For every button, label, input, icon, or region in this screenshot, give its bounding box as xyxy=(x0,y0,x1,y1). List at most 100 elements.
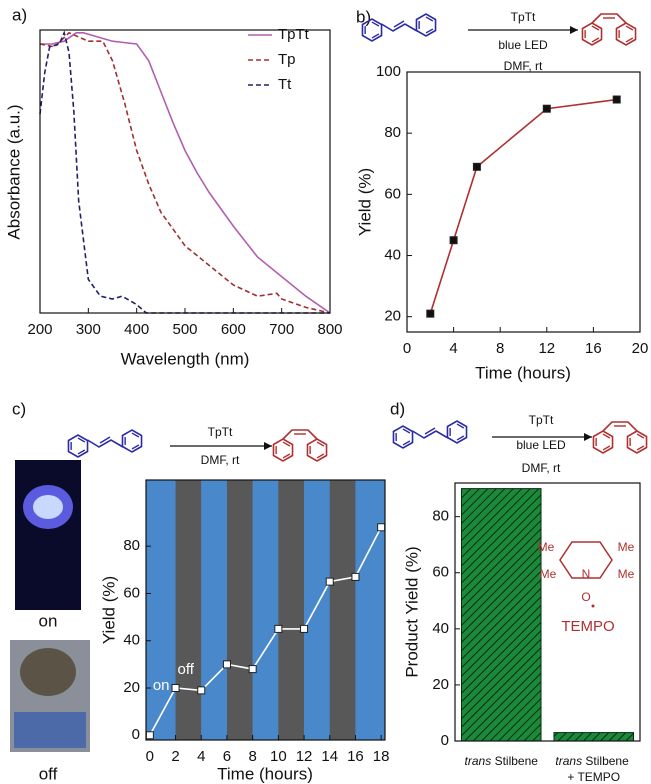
plot-frame xyxy=(454,482,641,742)
y-tick-label: 80 xyxy=(432,508,449,525)
data-line xyxy=(39,30,330,314)
x-tick-label: 4 xyxy=(197,748,205,765)
data-line xyxy=(39,31,331,314)
benzene-ring xyxy=(615,22,637,46)
tempo-ring xyxy=(559,541,613,579)
radical-dot xyxy=(591,604,595,608)
double-bond xyxy=(636,445,645,451)
panel-label: a) xyxy=(12,5,27,24)
legend-label: TpTt xyxy=(278,26,310,43)
x-tick-label: 300 xyxy=(76,321,101,338)
reaction-condition: TpTt xyxy=(511,10,536,24)
reaction-condition: blue LED xyxy=(498,38,548,52)
y-tick-label: 20 xyxy=(432,676,449,693)
x-axis-title: Time (hours) xyxy=(475,363,571,382)
x-tick-label: 6 xyxy=(223,748,231,765)
x-tick-label: 10 xyxy=(270,748,287,765)
double-bond xyxy=(131,432,140,438)
panel-label: c) xyxy=(12,399,26,418)
y-tick-label: 0 xyxy=(441,732,449,749)
double-bond xyxy=(625,37,634,43)
benzene-ring xyxy=(581,22,603,46)
double-bond xyxy=(282,441,291,447)
x-tick-label: 0 xyxy=(146,748,154,765)
data-point xyxy=(197,686,206,695)
y-tick-label: 40 xyxy=(123,632,140,649)
data-point xyxy=(377,523,386,532)
double-bond xyxy=(131,444,140,450)
y-tick-label: 20 xyxy=(384,308,401,325)
benzene-ring xyxy=(592,430,614,454)
bar xyxy=(553,732,635,742)
data-point xyxy=(248,665,257,674)
x-tick-label: trans Stilbene + TEMPO xyxy=(555,754,632,784)
data-point xyxy=(472,162,481,171)
structure-label: O xyxy=(581,590,590,604)
y-tick-label: 20 xyxy=(123,679,140,696)
reaction-condition: DMF, rt xyxy=(522,461,561,475)
double-bond xyxy=(636,433,645,439)
photo-stirrer xyxy=(14,712,86,748)
double-bond xyxy=(602,445,611,451)
arrow-head xyxy=(570,26,578,34)
x-axis-title: Time (hours) xyxy=(217,764,313,783)
photo-vial xyxy=(20,648,76,696)
data-point xyxy=(325,577,334,586)
light-off-band xyxy=(226,480,253,740)
data-point xyxy=(222,660,231,669)
x-tick-label: 200 xyxy=(27,321,52,338)
y-tick-label: 60 xyxy=(384,185,401,202)
reaction-condition: DMF, rt xyxy=(504,59,543,73)
light-on-band xyxy=(201,480,227,740)
x-tick-label: 12 xyxy=(538,340,555,357)
y-tick-label: 60 xyxy=(432,564,449,581)
x-tick-label: 12 xyxy=(296,748,313,765)
alkene xyxy=(591,13,627,24)
double-bond xyxy=(402,440,411,446)
structure-label: N xyxy=(582,567,591,581)
alkene-double xyxy=(99,436,111,444)
x-tick-label: 16 xyxy=(585,340,602,357)
benzene-ring xyxy=(306,438,328,462)
data-point xyxy=(171,684,180,692)
annotation: off xyxy=(178,661,195,678)
y-tick-label: 100 xyxy=(376,63,401,80)
benzene-ring xyxy=(626,430,648,454)
double-bond xyxy=(456,435,465,441)
structure-label: Me xyxy=(540,567,557,581)
plot-frame xyxy=(39,29,331,314)
structure-label: TEMPO xyxy=(561,618,614,635)
double-bond xyxy=(602,433,611,439)
reaction-condition: blue LED xyxy=(516,438,566,452)
double-bond xyxy=(456,423,465,429)
panel-label: d) xyxy=(390,399,405,418)
double-bond xyxy=(591,37,600,43)
double-bond xyxy=(77,449,86,455)
double-bond xyxy=(316,441,325,447)
data-line xyxy=(429,98,617,314)
alkene-double xyxy=(424,427,436,435)
x-tick-label: 700 xyxy=(269,321,294,338)
plot-frame xyxy=(406,71,641,333)
y-tick-label: 80 xyxy=(384,124,401,141)
structure-label: Me xyxy=(618,567,635,581)
light-on-band xyxy=(304,480,330,740)
double-bond xyxy=(425,28,434,34)
double-bond xyxy=(77,437,86,443)
x-tick-label: 0 xyxy=(403,340,411,357)
annotation: on xyxy=(153,677,170,694)
x-tick-label: trans Stilbene xyxy=(465,754,539,768)
double-bond xyxy=(282,453,291,459)
alkene xyxy=(602,421,638,432)
light-on-band xyxy=(146,480,176,740)
y-tick-label: 0 xyxy=(132,726,140,743)
bar xyxy=(460,488,542,742)
y-axis-title: Yield (%) xyxy=(99,576,118,644)
double-bond xyxy=(425,16,434,22)
data-line xyxy=(149,526,382,736)
arrow-head xyxy=(584,433,592,441)
legend-label: Tt xyxy=(278,76,292,93)
double-bond xyxy=(591,25,600,31)
reaction-condition: TpTt xyxy=(208,425,233,439)
photo-vial xyxy=(33,495,63,519)
